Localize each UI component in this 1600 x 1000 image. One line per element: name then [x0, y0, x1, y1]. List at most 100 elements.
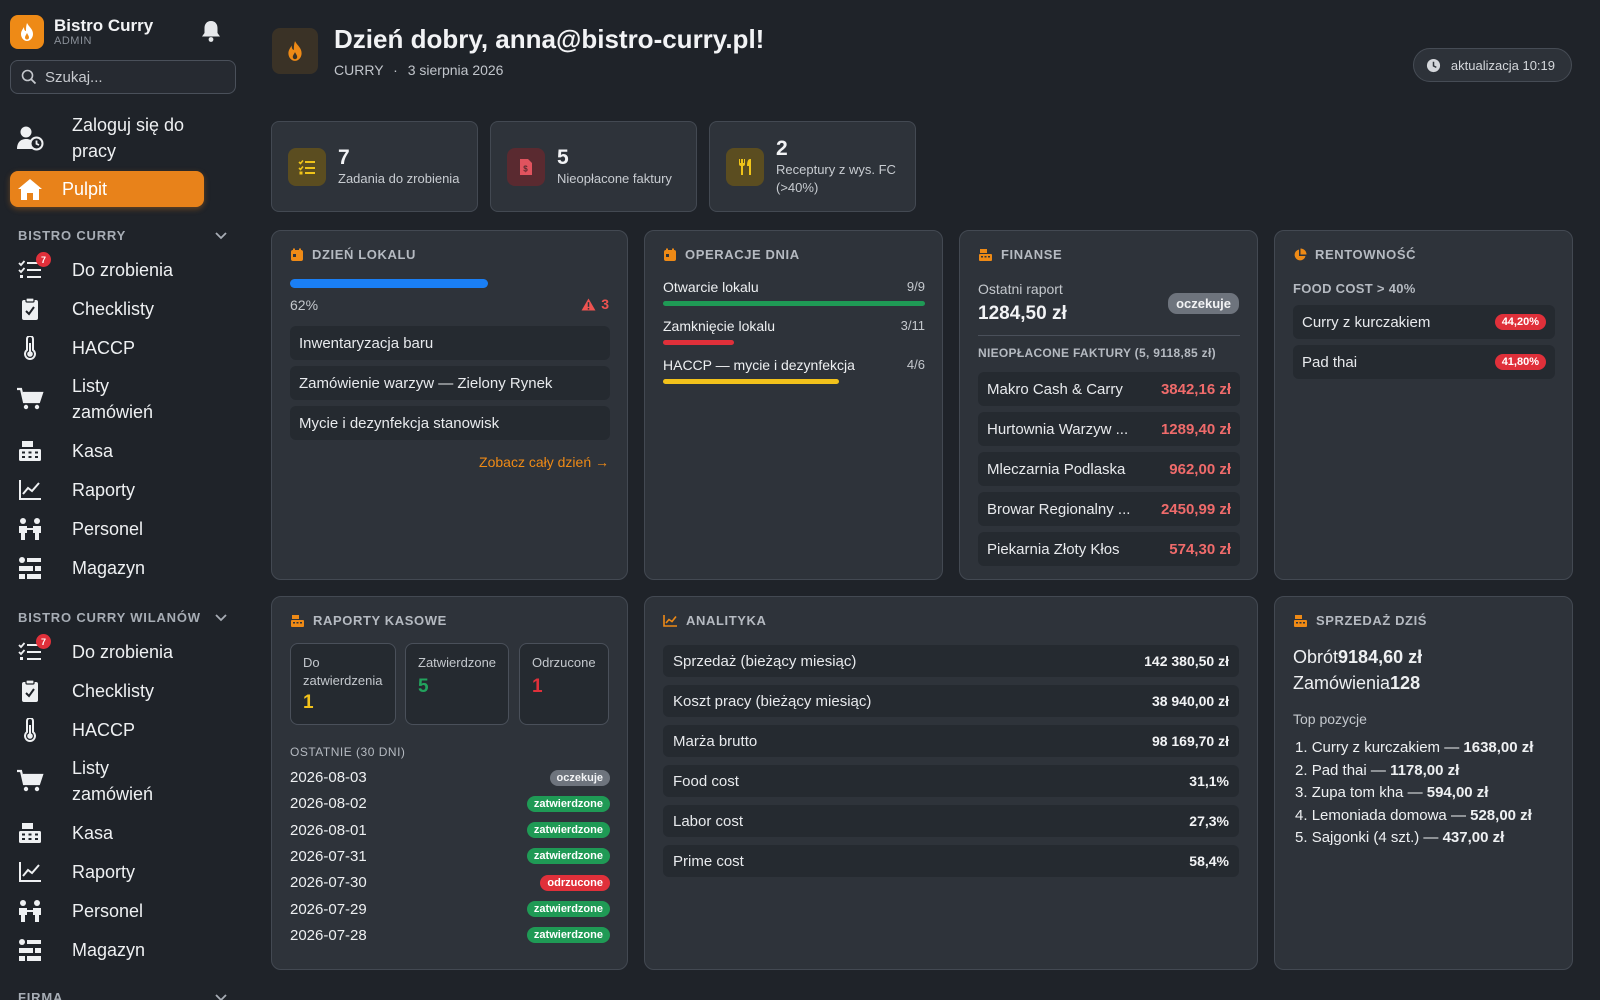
ops-row[interactable]: Otwarcie lokalu 9/9 — [663, 279, 925, 306]
nav-label: Personel — [72, 901, 144, 921]
nav-login[interactable]: Zaloguj się do pracy — [10, 112, 234, 164]
stat-tasks[interactable]: 7 Zadania do zrobienia — [271, 121, 478, 212]
ops-row[interactable]: Zamknięcie lokalu 3/11 — [663, 318, 925, 345]
nav-dashboard[interactable]: Pulpit — [10, 171, 204, 207]
day-task[interactable]: Inwentaryzacja baru — [290, 326, 610, 360]
day-progress-bar — [290, 279, 489, 288]
section-bistro-curry-wilanow[interactable]: BISTRO CURRY WILANÓW — [18, 610, 228, 625]
invoice-amount: 3842,16 zł — [1160, 380, 1231, 398]
nav-cart[interactable]: Listy zamówień — [10, 753, 234, 809]
brand[interactable]: Bistro Curry ADMIN — [10, 14, 236, 50]
cash-box-rejected[interactable]: Odrzucone 1 — [519, 643, 609, 725]
unpaid-title: NIEOPŁACONE FAKTURY (5, 9118,85 zł) — [978, 346, 1216, 360]
cash-box-approved[interactable]: Zatwierdzone 5 — [405, 643, 509, 725]
search-input[interactable] — [45, 68, 225, 86]
invoice-row[interactable]: Hurtownia Warzyw ... 1289,40 zł — [978, 412, 1240, 446]
stat-recipes[interactable]: 2 Receptury z wys. FC (>40%) — [709, 121, 916, 212]
invoice-vendor: Hurtownia Warzyw ... — [987, 420, 1129, 438]
clipboard-check-icon — [10, 679, 50, 703]
stat-invoices[interactable]: $ 5 Nieopłacone faktury — [490, 121, 697, 212]
metric-value: 38 940,00 zł — [1151, 693, 1229, 709]
invoice-row[interactable]: Makro Cash & Carry 3842,16 zł — [978, 372, 1240, 406]
nav-staff[interactable]: Personel — [10, 513, 234, 545]
chevron-down-icon — [215, 231, 227, 239]
nav-login-label: Zaloguj się do pracy — [72, 115, 185, 161]
page-subtitle: CURRY · 3 sierpnia 2026 — [334, 62, 504, 78]
report-row[interactable]: 2026-07-31 zatwierdzone — [290, 848, 610, 865]
nav-thermo[interactable]: HACCP — [10, 714, 234, 746]
section-firma[interactable]: FIRMA — [18, 990, 228, 1000]
top-item: 4. Lemoniada domowa — 528,00 zł — [1295, 806, 1532, 824]
report-row[interactable]: 2026-08-01 zatwierdzone — [290, 822, 610, 839]
cash-box-pending[interactable]: Do zatwierdzenia 1 — [290, 643, 396, 725]
line-chart-icon — [10, 861, 50, 883]
ops-progress-bar — [663, 301, 925, 306]
page-title: Dzień dobry, anna@bistro-curry.pl! — [334, 24, 765, 54]
invoice-amount: 962,00 zł — [1169, 460, 1231, 478]
status-badge: zatwierdzone — [526, 795, 610, 812]
nav-checklist[interactable]: Checklisty — [10, 293, 234, 325]
day-progress-track — [290, 279, 610, 288]
nav-cart[interactable]: Listy zamówień — [10, 371, 234, 427]
analytics-row: Labor cost 27,3% — [663, 805, 1239, 837]
nav-label: Magazyn — [72, 940, 146, 960]
invoice-row[interactable]: Mleczarnia Podlaska 962,00 zł — [978, 452, 1240, 486]
analytics-row: Marża brutto 98 169,70 zł — [663, 725, 1239, 757]
invoice-vendor: Mleczarnia Podlaska — [987, 460, 1126, 478]
day-task[interactable]: Zamówienie warzyw — Zielony Rynek — [290, 366, 610, 400]
panel-analytics: ANALITYKA Sprzedaż (bieżący miesiąc) 142 … — [644, 596, 1258, 970]
day-task[interactable]: Mycie i dezynfekcja stanowisk — [290, 406, 610, 440]
report-row[interactable]: 2026-08-03 oczekuje — [290, 769, 610, 786]
invoice-vendor: Browar Regionalny ... — [987, 500, 1131, 518]
update-status[interactable]: aktualizacja 10:19 — [1412, 48, 1572, 82]
nav-register[interactable]: Kasa — [10, 435, 234, 467]
top-item: 2. Pad thai — 1178,00 zł — [1295, 761, 1460, 779]
stat-value: 5 — [557, 145, 569, 169]
nav-label: Personel — [72, 519, 144, 539]
list-check-icon — [288, 147, 326, 186]
search-box[interactable] — [10, 60, 236, 94]
ops-row[interactable]: HACCP — mycie i dezynfekcja 4/6 — [663, 357, 925, 384]
report-date: 2026-08-01 — [290, 821, 367, 839]
cash-register-icon — [979, 248, 992, 261]
nav-register[interactable]: Kasa — [10, 817, 234, 849]
nav-chart[interactable]: Raporty — [10, 856, 234, 888]
nav-label: Magazyn — [72, 558, 146, 578]
panel-profit: RENTOWNOŚĆ FOOD COST > 40% Curry z kurcz… — [1274, 230, 1573, 580]
nav-warehouse[interactable]: Magazyn — [10, 934, 234, 966]
stat-value: 2 — [776, 136, 788, 160]
profit-item[interactable]: Curry z kurczakiem 44,20% — [1293, 305, 1555, 339]
cash-register-icon — [1294, 614, 1307, 627]
app-name: Bistro Curry — [54, 16, 154, 35]
status-badge: odrzucone — [540, 874, 610, 891]
report-row[interactable]: 2026-07-29 zatwierdzone — [290, 901, 610, 918]
report-row[interactable]: 2026-07-28 zatwierdzone — [290, 927, 610, 944]
nav-todo[interactable]: 7 Do zrobienia — [10, 634, 234, 668]
nav-chart[interactable]: Raporty — [10, 474, 234, 506]
report-row[interactable]: 2026-08-02 zatwierdzone — [290, 795, 610, 812]
invoice-row[interactable]: Browar Regionalny ... 2450,99 zł — [978, 492, 1240, 526]
notification-badge: 7 — [36, 252, 51, 267]
nav-todo[interactable]: 7 Do zrobienia — [10, 252, 234, 286]
view-day-link[interactable]: Zobacz cały dzień → — [479, 454, 609, 470]
status-badge: oczekuje — [1168, 293, 1239, 314]
top-item: 1. Curry z kurczakiem — 1638,00 zł — [1295, 739, 1534, 756]
bell-icon[interactable] — [200, 19, 222, 48]
nav-checklist[interactable]: Checklisty — [10, 675, 234, 707]
status-badge: zatwierdzone — [526, 927, 610, 944]
analytics-row: Koszt pracy (bieżący miesiąc) 38 940,00 z… — [663, 685, 1239, 717]
nav-staff[interactable]: Personel — [10, 895, 234, 927]
section-bistro-curry[interactable]: BISTRO CURRY — [18, 228, 228, 243]
report-row[interactable]: 2026-07-30 odrzucone — [290, 874, 610, 891]
nav-label: Checklisty — [72, 681, 155, 701]
ops-progress-track — [663, 301, 925, 306]
invoice-amount: 574,30 zł — [1169, 540, 1231, 558]
day-alerts[interactable]: 3 — [581, 296, 609, 312]
profit-item[interactable]: Pad thai 41,80% — [1293, 345, 1555, 379]
divider — [978, 335, 1240, 336]
nav-thermo[interactable]: HACCP — [10, 332, 234, 364]
nav-warehouse[interactable]: Magazyn — [10, 552, 234, 584]
cash-register-icon — [10, 440, 50, 462]
invoice-row[interactable]: Piekarnia Złoty Kłos 574,30 zł — [978, 532, 1240, 566]
home-icon — [10, 177, 50, 201]
